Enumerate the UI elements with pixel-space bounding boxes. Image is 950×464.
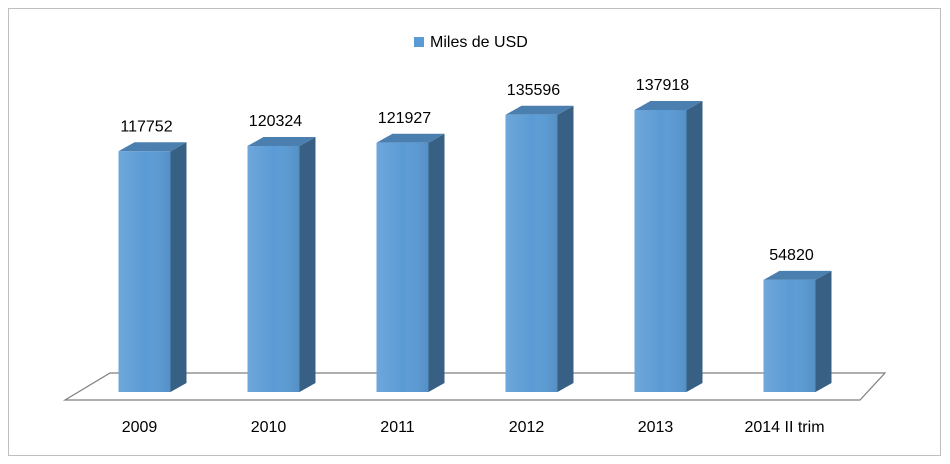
bar-side	[428, 133, 445, 392]
x-tick-label: 2011	[380, 419, 415, 436]
bar-top	[118, 142, 187, 152]
bar-side	[170, 142, 187, 392]
x-tick-label: 2012	[509, 419, 545, 436]
bar-top	[247, 136, 316, 146]
data-label: 137918	[636, 77, 689, 94]
bar-side	[299, 136, 316, 392]
x-tick-label: 2014 II trim	[744, 419, 824, 436]
floor	[62, 372, 887, 401]
bar-shade	[505, 114, 558, 393]
bar-top	[634, 101, 703, 110]
legend-swatch	[414, 37, 424, 47]
bar-shade	[247, 145, 300, 392]
bar-shade	[118, 151, 171, 392]
bar-top	[376, 133, 445, 143]
bar-shade	[634, 110, 687, 392]
data-label: 54820	[769, 247, 814, 264]
bar-shade	[763, 279, 816, 392]
data-label: 120324	[249, 113, 302, 130]
data-label: 135596	[507, 82, 560, 99]
x-tick-label: 2009	[122, 419, 158, 436]
legend: Miles de USD	[414, 34, 528, 51]
data-label: 121927	[378, 110, 431, 127]
bar-top	[505, 105, 574, 115]
bar-shade	[376, 142, 429, 392]
bar-side	[815, 270, 832, 392]
legend-label: Miles de USD	[430, 34, 528, 51]
bar-top	[763, 270, 832, 280]
bar-side	[686, 101, 703, 392]
bar-side	[557, 105, 574, 393]
x-tick-label: 2010	[251, 419, 287, 436]
x-tick-label: 2013	[638, 419, 674, 436]
data-label: 117752	[120, 118, 172, 135]
